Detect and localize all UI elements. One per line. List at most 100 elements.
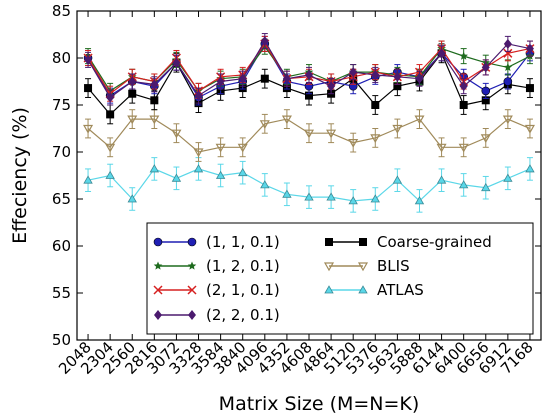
data-point [304,192,314,201]
data-point [83,124,94,134]
data-point [503,77,513,86]
legend-marker [187,261,197,270]
legend-marker [187,237,197,247]
data-point [392,175,403,184]
legend-label: BLIS [377,257,410,275]
data-point [458,180,469,189]
data-point [305,69,313,80]
data-point [128,89,137,98]
data-point [83,175,93,184]
data-point [392,124,403,134]
legend-marker [153,285,163,295]
data-point [237,143,248,153]
legend-marker [358,285,368,294]
y-axis-label: Effeciency (%) [9,107,31,244]
data-point [503,48,513,58]
data-point [216,76,225,87]
data-point [349,67,358,78]
data-point [105,170,115,179]
legend-marker [153,261,163,270]
data-point [149,115,160,125]
data-point [149,164,160,173]
legend-marker [359,238,367,246]
data-point [259,120,270,130]
y-tick-label: 65 [52,190,71,208]
data-point [282,73,291,84]
data-point [260,36,269,47]
data-point [305,91,313,100]
data-point [348,139,359,148]
data-point [327,81,336,92]
data-point [371,101,380,109]
data-point [127,115,138,125]
legend-label: Coarse-grained [377,233,492,251]
data-point [436,175,447,184]
data-point [393,71,402,82]
data-point [393,82,402,91]
legend-marker [325,238,333,246]
legend-marker [187,285,197,295]
data-point [436,143,447,153]
data-point [193,148,204,158]
y-tick-label: 85 [52,2,71,20]
data-point [525,43,534,54]
x-axis-label: Matrix Size (M=N=K) [219,393,420,415]
data-point [437,48,446,59]
data-point [171,173,182,182]
data-point [348,196,358,205]
data-point [127,194,137,203]
legend-label: (1, 1, 0.1) [206,233,280,251]
data-point [458,143,469,153]
data-point [84,54,93,65]
data-point [459,101,468,109]
data-point [481,96,490,105]
legend-label: ATLAS [377,281,424,299]
data-point [238,73,247,84]
data-point [459,81,468,92]
data-point [193,164,204,173]
legend-marker [188,310,196,320]
legend-marker [153,237,163,247]
data-point [459,51,468,60]
data-point [172,57,181,68]
data-point [503,173,513,182]
data-point [525,164,535,173]
data-point [105,143,116,153]
legend-marker [154,310,162,320]
y-tick-label: 55 [52,284,71,302]
data-point [128,76,137,87]
data-point [106,110,115,119]
legend-marker [357,262,369,272]
data-point [502,115,513,125]
data-point [481,86,491,96]
data-point [150,96,159,105]
legend: (1, 1, 0.1) (1, 2, 0.1) (2, 1, 0.1) (2, 2, … [146,222,534,335]
data-point [171,129,182,139]
data-point [238,167,248,177]
data-point [370,194,380,203]
data-point [282,189,292,198]
data-point [326,192,336,201]
data-point [503,62,513,71]
data-point [480,134,491,144]
y-tick-label: 60 [52,237,71,255]
data-point [194,90,203,101]
y-tick-label: 75 [52,96,71,114]
y-tick-label: 50 [52,331,71,349]
data-point [370,134,381,144]
data-point [260,180,270,189]
data-point [215,170,226,179]
data-point [106,92,115,103]
data-point [525,84,534,93]
y-tick-label: 80 [52,49,71,67]
data-point [303,129,315,139]
data-point [281,115,292,125]
legend-marker [323,262,335,272]
data-point [481,182,491,192]
y-tick-label: 70 [52,143,71,161]
series-blis [83,109,535,162]
data-point [260,74,269,83]
data-point [84,84,93,93]
data-point [371,69,380,80]
